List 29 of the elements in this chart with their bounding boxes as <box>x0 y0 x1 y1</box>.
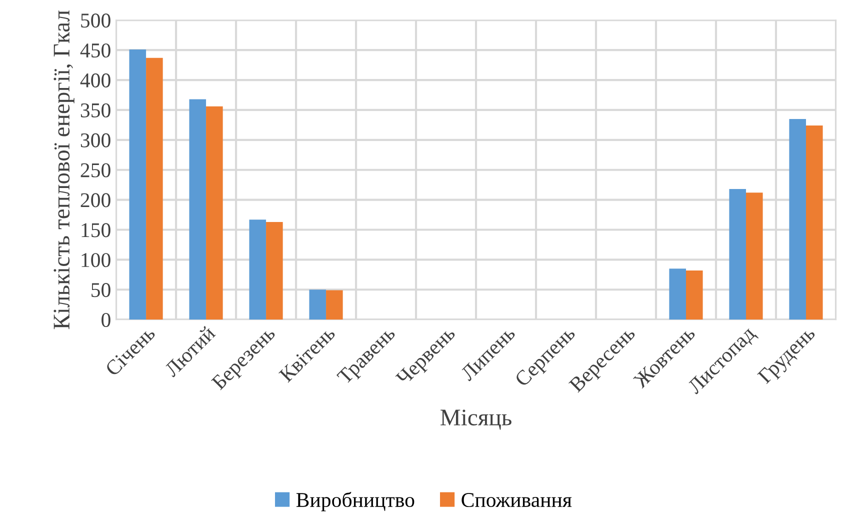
y-tick-label: 400 <box>80 73 110 88</box>
bar <box>146 58 163 320</box>
y-tick-label: 350 <box>80 103 110 118</box>
bar <box>729 189 746 320</box>
bar <box>189 99 206 320</box>
y-axis-title: Кількість теплової енергії, Гкал <box>54 10 74 330</box>
bar <box>266 222 283 320</box>
y-tick-label: 0 <box>102 312 110 328</box>
bar <box>789 118 806 320</box>
y-tick-label: 200 <box>80 193 110 208</box>
bar <box>249 220 266 320</box>
bar <box>669 268 686 320</box>
y-tick-label: 300 <box>80 133 110 148</box>
y-tick-label: 500 <box>81 14 110 28</box>
bar <box>806 126 823 320</box>
x-axis-title: Місяць <box>440 410 512 430</box>
y-tick-label: 50 <box>92 283 110 298</box>
bar <box>129 49 146 320</box>
legend-label: Виробництво <box>296 492 414 512</box>
y-tick-label: 250 <box>80 163 110 178</box>
bar <box>309 290 326 320</box>
bar <box>326 290 343 320</box>
y-tick-label: 150 <box>82 223 110 238</box>
bar <box>206 106 223 320</box>
legend-label: Споживання <box>462 493 572 508</box>
bar <box>746 192 763 320</box>
y-tick-label: 450 <box>80 43 110 58</box>
y-tick-label: 100 <box>82 253 110 268</box>
bar <box>686 270 703 320</box>
